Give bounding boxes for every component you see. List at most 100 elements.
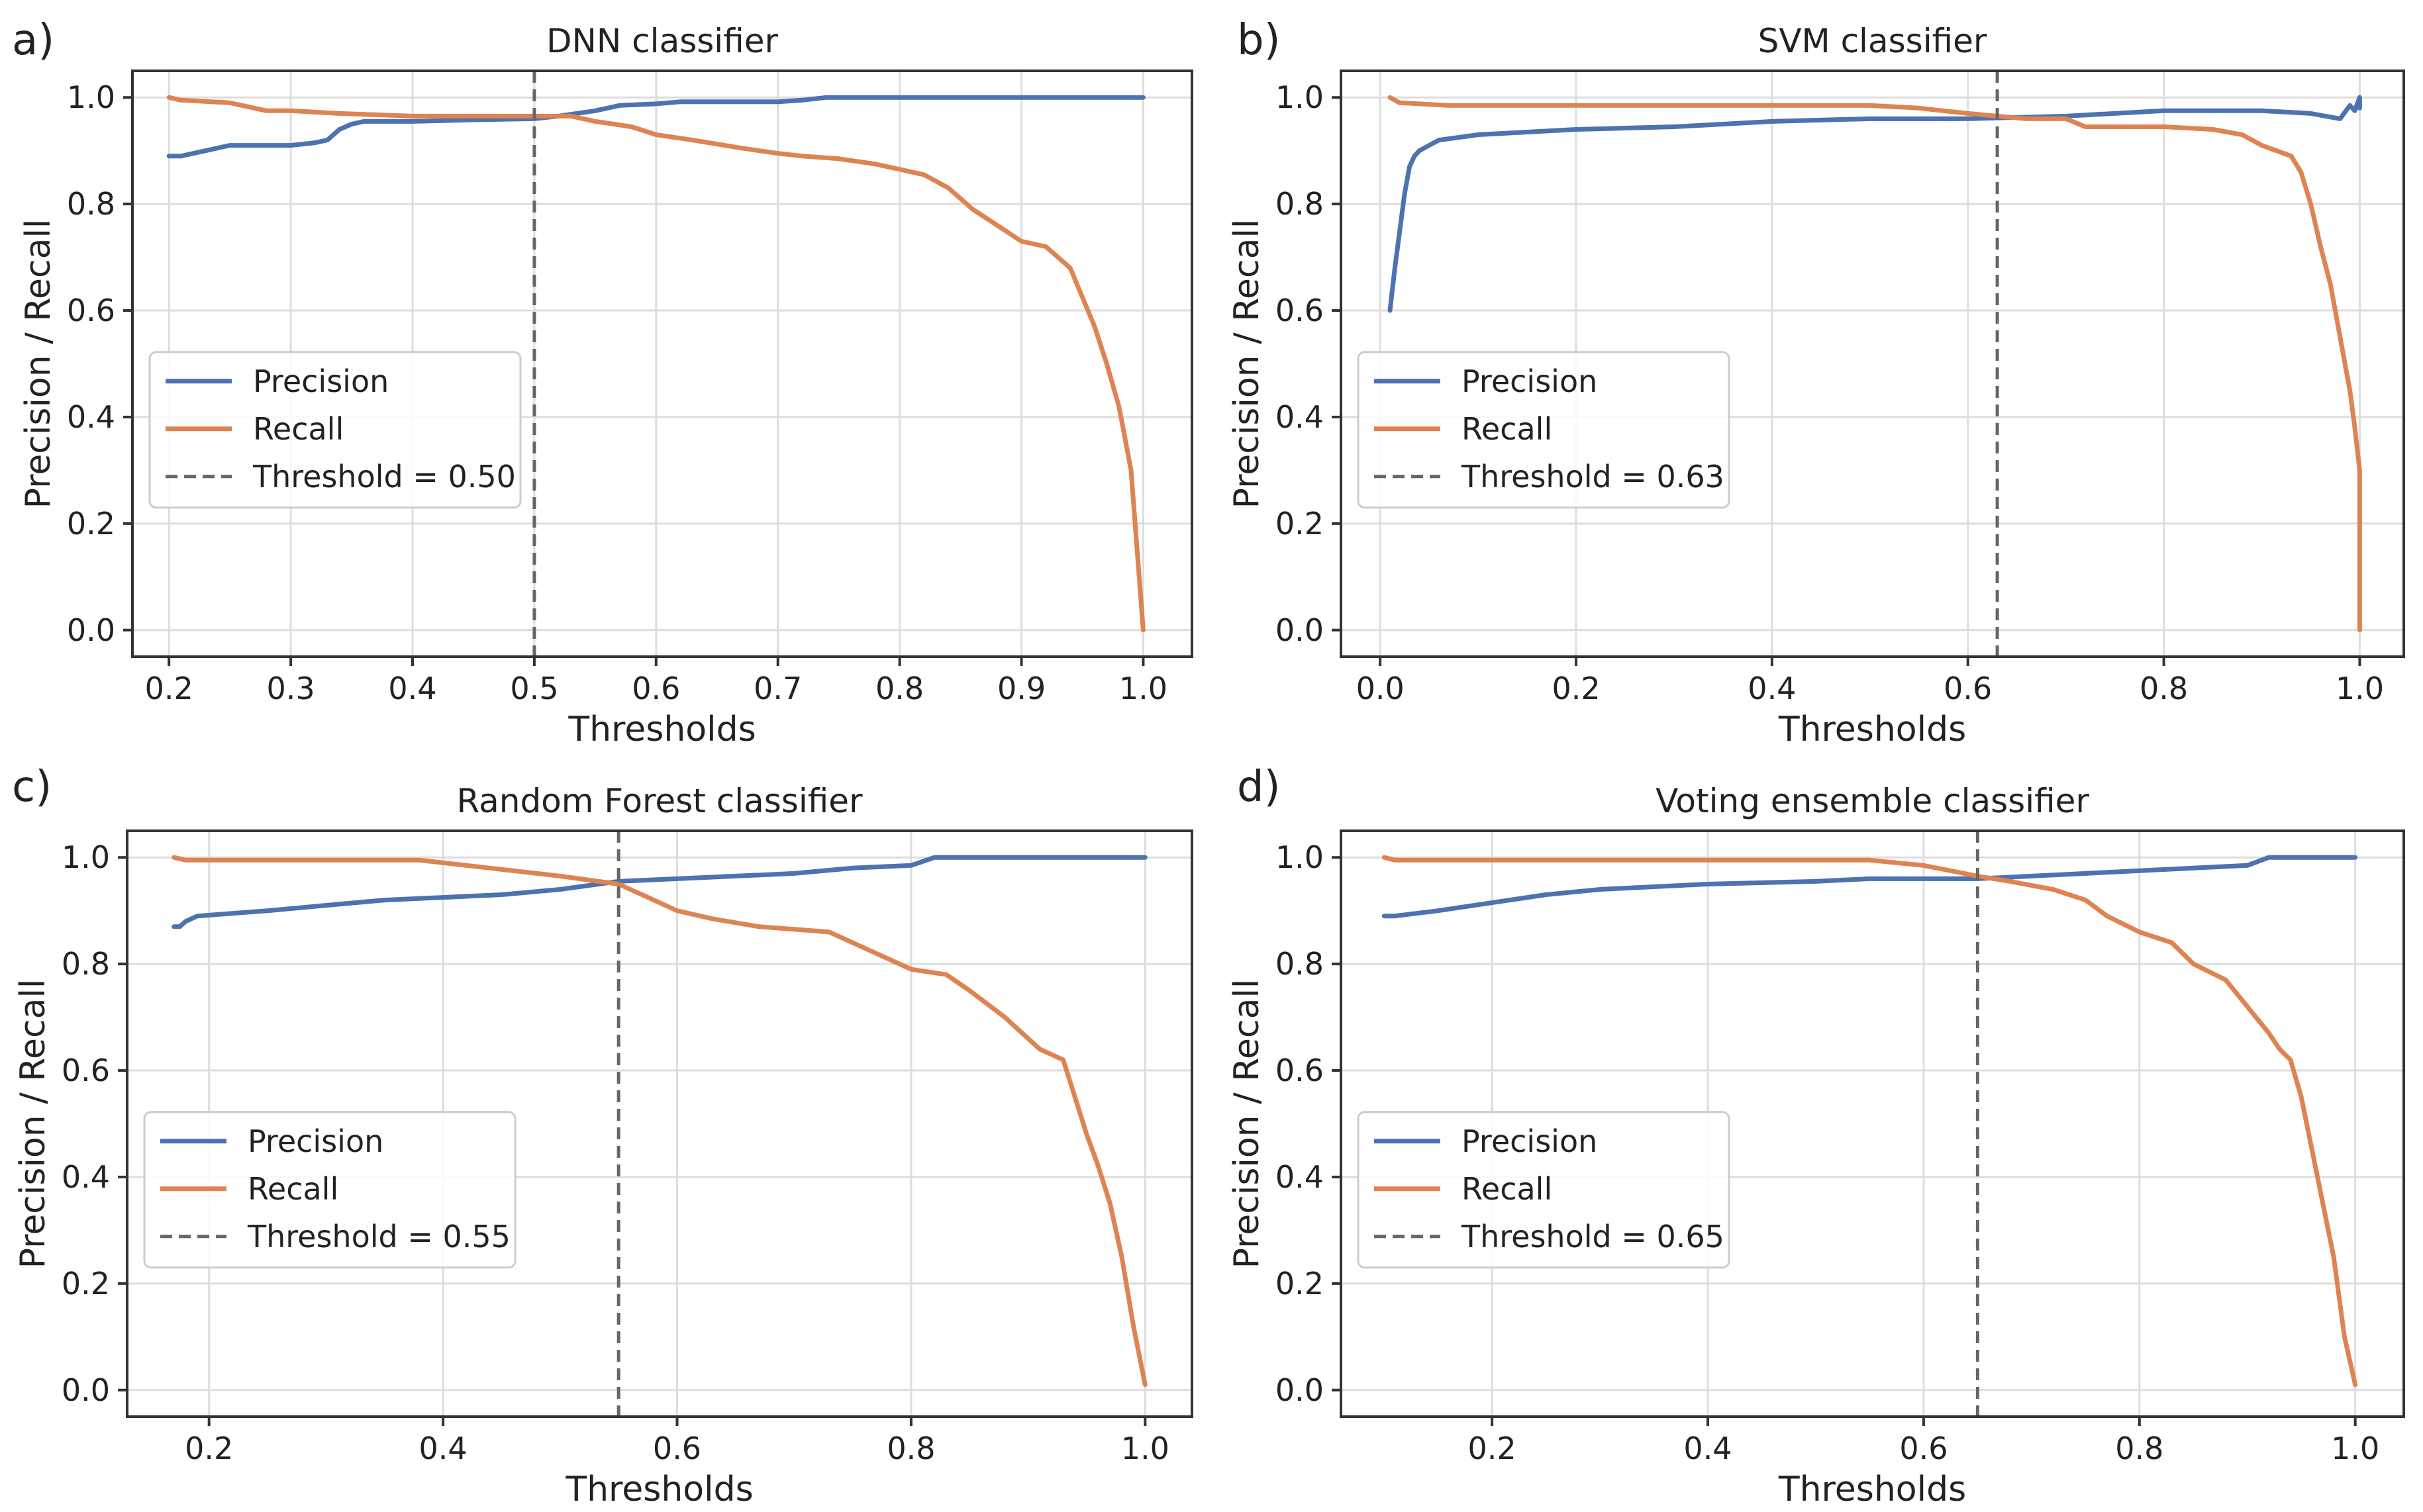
y-tick-label: 0.8 [67,186,115,222]
legend-label-recall: Recall [248,1171,338,1207]
x-tick-label: 0.2 [1468,1431,1516,1466]
y-tick-label: 0.2 [1275,506,1324,542]
legend-label-recall: Recall [1461,411,1552,447]
legend-frame [148,351,522,509]
x-tick-label: 0.8 [887,1431,935,1466]
y-tick-label: 0.8 [1275,946,1324,982]
y-tick-label: 0.8 [1275,186,1324,222]
x-tick-label: 0.5 [510,671,558,706]
legend-frame [1357,351,1730,509]
axes: 0.2 0.4 0.6 0.8 1.0 0.0 0.2 0.4 0.6 0.8 1.0 [1275,829,2405,1466]
legend: Precision Recall Threshold = 0.63 [1357,351,1730,509]
legend-label-precision: Precision [1461,1123,1597,1159]
legend: Precision Recall Threshold = 0.50 [148,351,522,509]
x-tick-label: 0.8 [875,671,924,706]
panel-title: SVM classifier [1758,22,1987,60]
y-tick-label: 1.0 [1275,839,1324,875]
legend-label-threshold: Threshold = 0.55 [247,1219,511,1254]
legend-label-precision: Precision [248,1123,383,1159]
panel-letter: c) [12,763,52,812]
axes: 0.2 0.3 0.4 0.5 0.6 0.7 0.8 0.9 1.0 0.0 0.2 0.4 0.6 0… [67,70,1193,706]
series-line-precision [1387,95,2362,313]
x-tick-label: 1.0 [1119,671,1167,706]
y-axis-label: Precision / Recall [13,979,53,1269]
x-tick-label: 0.3 [267,671,315,706]
legend-label-threshold: Threshold = 0.65 [1461,1219,1724,1254]
series-line-recall [166,95,1146,633]
series-line-recall [172,855,1148,1388]
panel-letter: d) [1237,763,1281,812]
y-tick-label: 0.4 [62,1159,110,1195]
legend-label-recall: Recall [253,411,344,447]
y-tick-label: 0.2 [62,1266,110,1301]
x-tick-label: 1.0 [2336,671,2384,706]
x-tick-label: 0.4 [1683,1431,1732,1466]
y-tick-label: 0.4 [1275,1159,1324,1195]
y-tick-label: 0.8 [62,946,110,982]
y-tick-label: 0.6 [1275,1053,1324,1088]
panel-svm-classifier: b) SVM classifier 0.0 0.2 0.4 0.6 0.8 1.00.00… [1227,16,2405,749]
x-tick-label: 0.6 [653,1431,701,1466]
x-axis-label: Thresholds [568,710,756,749]
plot-frame [126,829,1193,1418]
y-axis-label: Precision / Recall [19,219,58,509]
x-tick-label: 0.6 [1899,1431,1948,1466]
x-tick-label: 0.2 [1552,671,1600,706]
x-tick-label: 1.0 [1121,1431,1169,1466]
x-tick-label: 1.0 [2331,1431,2379,1466]
legend-label-precision: Precision [253,363,389,399]
series-lines [1381,831,2358,1417]
grid [127,831,1192,1417]
x-axis-label: Thresholds [1778,1470,1966,1509]
grid [132,71,1192,657]
x-tick-label: 0.4 [1748,671,1796,706]
legend-frame [1357,1111,1730,1269]
x-axis-label: Thresholds [565,1470,753,1509]
legend-label-precision: Precision [1461,363,1597,399]
x-tick-label: 0.6 [632,671,680,706]
plot-frame [1340,829,2405,1418]
y-tick-label: 0.0 [1275,612,1324,648]
series-line-recall [1387,95,2362,633]
plot-frame [131,70,1193,658]
y-tick-label: 0.0 [62,1372,110,1408]
panel-title: Voting ensemble classifier [1656,782,2089,820]
x-tick-label: 0.7 [754,671,802,706]
x-axis-label: Thresholds [1778,710,1966,749]
x-tick-label: 0.4 [388,671,436,706]
panel-dnn-classifier: a) DNN classifier 0.2 0.3 0.4 0.5 0.6 0.7 0.8 0… [12,16,1193,749]
y-tick-label: 0.0 [67,612,115,648]
x-tick-label: 0.8 [2115,1431,2163,1466]
series-line-precision [166,95,1146,159]
y-tick-label: 0.6 [67,293,115,328]
y-tick-label: 0.4 [67,399,115,435]
axes: 0.0 0.2 0.4 0.6 0.8 1.0 0.0 0.2 0.4 0.6 0.8 1.0 [1275,70,2405,706]
axes: 0.2 0.4 0.6 0.8 1.0 0.0 0.2 0.4 0.6 0.8 1.0 [62,829,1193,1466]
y-axis-label: Precision / Recall [1227,979,1267,1269]
series-line-recall [1381,855,2358,1388]
panel-title: DNN classifier [546,22,778,60]
x-tick-label: 0.8 [2140,671,2188,706]
x-tick-label: 0.6 [1944,671,1992,706]
legend-label-threshold: Threshold = 0.50 [252,459,516,495]
x-tick-label: 0.9 [997,671,1046,706]
panel-voting-ensemble-classifier: d) Voting ensemble classifier 0.2 0.4 0.6 0… [1227,763,2405,1509]
x-tick-label: 0.4 [419,1431,468,1466]
x-tick-label: 0.2 [145,671,193,706]
plot-frame [1340,70,2405,658]
series-line-precision [1381,855,2358,919]
series-lines [1387,71,2362,657]
y-axis-label: Precision / Recall [1227,219,1267,509]
y-tick-label: 1.0 [67,79,115,115]
y-tick-label: 0.4 [1275,399,1324,435]
y-tick-label: 0.6 [62,1053,110,1088]
y-tick-label: 0.6 [1275,293,1324,328]
panel-random-forest-classifier: c) Random Forest classifier 0.2 0.4 0.6 0.8… [12,763,1193,1509]
series-lines [166,71,1146,657]
legend: Precision Recall Threshold = 0.55 [143,1111,517,1269]
legend: Precision Recall Threshold = 0.65 [1357,1111,1730,1269]
x-tick-label: 0.2 [185,1431,233,1466]
series-lines [172,831,1148,1417]
y-tick-label: 0.2 [1275,1266,1324,1301]
